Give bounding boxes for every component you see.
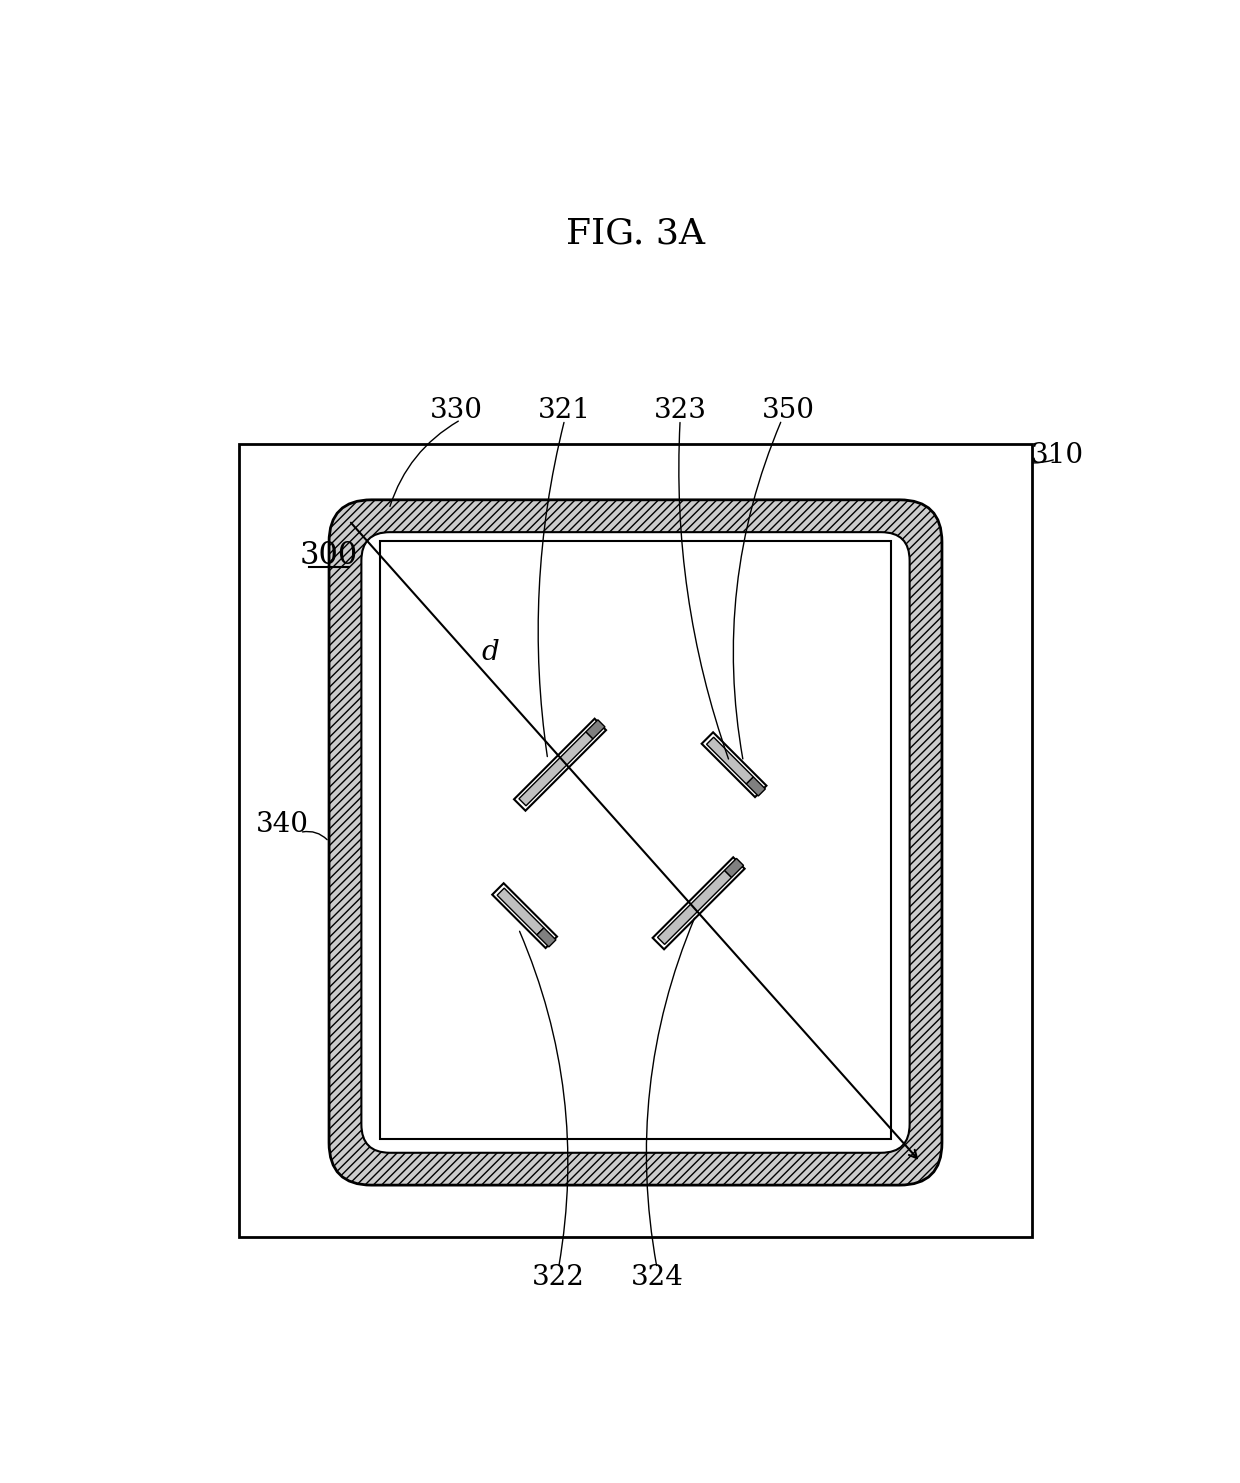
Text: 310: 310 <box>1030 442 1084 469</box>
FancyBboxPatch shape <box>361 532 910 1152</box>
Text: 300: 300 <box>300 540 358 571</box>
Polygon shape <box>652 857 745 949</box>
Polygon shape <box>746 777 765 796</box>
Text: d: d <box>482 639 500 666</box>
Text: FIG. 3A: FIG. 3A <box>565 217 706 251</box>
Bar <box>379 541 892 1139</box>
Polygon shape <box>724 859 744 878</box>
Text: 330: 330 <box>430 397 484 424</box>
Text: 322: 322 <box>532 1264 585 1292</box>
Polygon shape <box>657 871 732 945</box>
Text: 321: 321 <box>538 397 591 424</box>
Text: 323: 323 <box>653 397 707 424</box>
Polygon shape <box>515 719 606 811</box>
Polygon shape <box>537 928 556 948</box>
FancyBboxPatch shape <box>329 500 942 1185</box>
Bar <box>239 443 1032 1237</box>
Text: 324: 324 <box>631 1264 683 1292</box>
Polygon shape <box>497 888 544 934</box>
Polygon shape <box>492 884 557 948</box>
Text: 350: 350 <box>761 397 815 424</box>
Polygon shape <box>702 733 766 796</box>
Text: 340: 340 <box>257 811 309 838</box>
Polygon shape <box>518 731 593 805</box>
Polygon shape <box>587 719 605 739</box>
Polygon shape <box>707 737 754 785</box>
